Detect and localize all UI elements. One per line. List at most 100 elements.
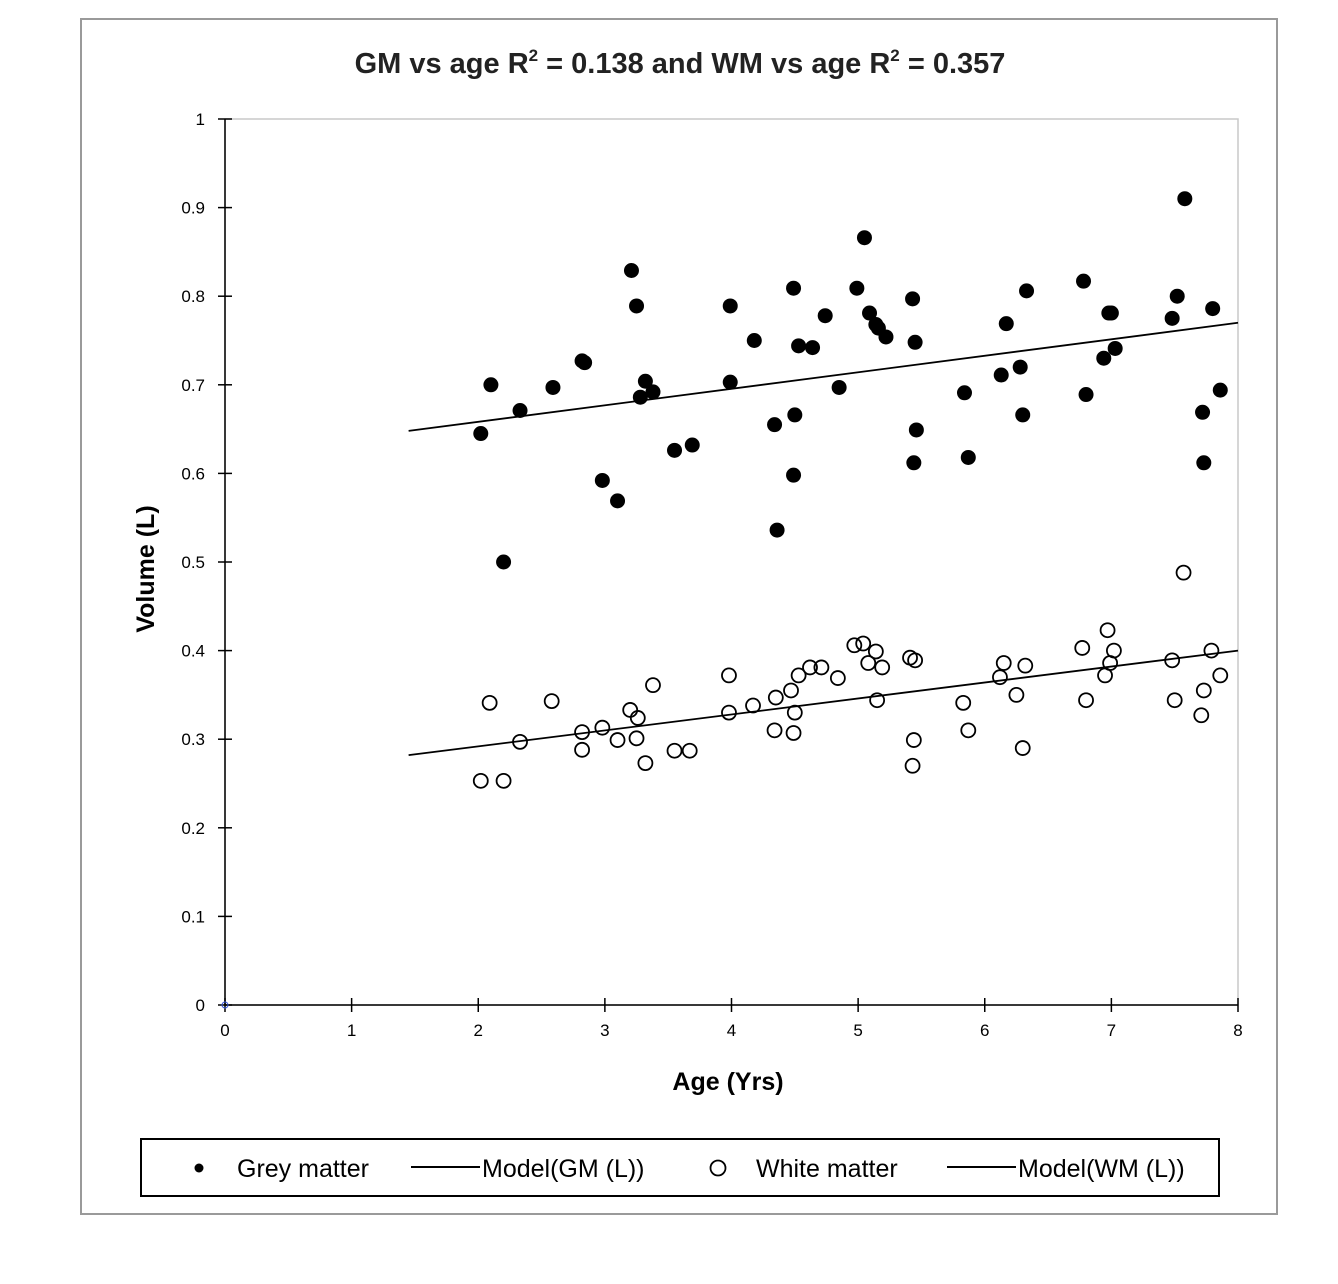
grey-matter-point bbox=[856, 230, 872, 246]
x-tick-label: 7 bbox=[1107, 1021, 1116, 1040]
grey-matter-point bbox=[817, 308, 833, 324]
grey-matter-point bbox=[684, 437, 700, 453]
white-matter-point bbox=[1193, 707, 1210, 724]
white-matter-point bbox=[767, 689, 784, 706]
white-matter-point bbox=[1017, 657, 1034, 674]
grey-matter-point bbox=[1196, 455, 1212, 471]
white-matter-point bbox=[869, 692, 886, 709]
y-tick-label: 0.3 bbox=[181, 730, 205, 749]
grey-matter-point bbox=[545, 379, 561, 395]
white-matter-point bbox=[995, 655, 1012, 671]
grey-matter-point bbox=[906, 455, 922, 471]
white-matter-point bbox=[721, 667, 737, 684]
white-matter-point bbox=[785, 725, 802, 741]
white-matter-point bbox=[1106, 642, 1122, 659]
grey-matter-point bbox=[878, 329, 894, 345]
grey-matter-point bbox=[610, 493, 626, 509]
grey-matter-point bbox=[1107, 340, 1123, 356]
white-matter-point bbox=[905, 732, 922, 748]
y-tick-label: 1 bbox=[196, 110, 205, 129]
grey-matter-point bbox=[637, 373, 653, 389]
white-matter-point bbox=[721, 704, 737, 721]
white-matter-point bbox=[609, 732, 626, 748]
grey-matter-point bbox=[960, 449, 976, 465]
grey-matter-point bbox=[1195, 404, 1211, 420]
series-layer bbox=[408, 191, 1239, 789]
white-matter-point bbox=[472, 772, 489, 789]
white-matter-point bbox=[1099, 622, 1116, 639]
white-matter-point bbox=[846, 637, 863, 654]
white-matter-point bbox=[790, 667, 807, 684]
grey-matter-point bbox=[993, 367, 1009, 383]
y-tick-label: 0.5 bbox=[181, 553, 205, 572]
grey-matter-point bbox=[862, 305, 878, 321]
white-matter-point bbox=[666, 742, 683, 759]
white-matter-point bbox=[907, 652, 924, 669]
x-tick-label: 0 bbox=[220, 1021, 229, 1040]
grey-matter-point bbox=[1164, 310, 1180, 326]
y-tick-label: 0.9 bbox=[181, 199, 205, 218]
grey-matter-point bbox=[496, 554, 512, 570]
x-tick-label: 3 bbox=[600, 1021, 609, 1040]
grey-matter-point bbox=[1177, 191, 1193, 207]
grey-matter-point bbox=[831, 379, 847, 395]
grey-matter-point bbox=[786, 280, 802, 296]
legend-grey-matter-marker bbox=[194, 1163, 204, 1173]
grey-matter-point bbox=[512, 402, 528, 418]
white-matter-point bbox=[1175, 564, 1192, 581]
grey-matter-point bbox=[1019, 283, 1035, 299]
white-matter-point bbox=[1195, 682, 1212, 699]
legend-white-matter-label: White matter bbox=[756, 1155, 898, 1183]
grey-matter-point bbox=[1012, 359, 1028, 375]
white-matter-point bbox=[645, 677, 661, 694]
grey-matter-point bbox=[629, 298, 645, 314]
x-tick-label: 5 bbox=[853, 1021, 862, 1040]
white-matter-point bbox=[786, 704, 803, 721]
white-matter-point bbox=[574, 741, 590, 758]
y-axis-label: Volume (L) bbox=[132, 505, 160, 632]
y-tick-label: 0 bbox=[196, 996, 205, 1015]
white-matter-point bbox=[745, 697, 761, 714]
grey-matter-point bbox=[473, 426, 489, 442]
grey-matter-point bbox=[645, 384, 661, 400]
grey-matter-point bbox=[577, 355, 593, 371]
white-matter-point bbox=[1008, 687, 1025, 703]
grey-matter-point bbox=[998, 316, 1014, 332]
y-tick-label: 0.8 bbox=[181, 287, 205, 306]
grey-matter-point bbox=[1096, 350, 1112, 366]
grey-matter-point bbox=[1169, 288, 1185, 304]
grey-matter-point bbox=[623, 263, 639, 279]
grey-matter-point bbox=[1212, 382, 1228, 398]
x-axis-label: Age (Yrs) bbox=[672, 1068, 783, 1096]
white-matter-point bbox=[904, 757, 921, 774]
legend-box bbox=[140, 1138, 1220, 1197]
white-matter-point bbox=[802, 659, 818, 676]
white-matter-point bbox=[874, 659, 891, 676]
x-tick-label: 4 bbox=[727, 1021, 736, 1040]
axes: 0 1 2 3 4 5 6 7 8 0 0.1 0.2 0.3 0.4 0.5 0.6 0.7 0.8 0.9 1 bbox=[181, 110, 1242, 1040]
white-matter-point bbox=[867, 643, 884, 660]
grey-matter-point bbox=[632, 389, 648, 405]
grey-matter-point bbox=[746, 333, 762, 348]
origin-marker bbox=[221, 1001, 229, 1009]
white-matter-point bbox=[629, 710, 646, 726]
white-matter-point bbox=[1203, 642, 1220, 659]
grey-matter-point bbox=[767, 417, 783, 433]
white-matter-point bbox=[855, 635, 872, 652]
grey-matter-point bbox=[1078, 387, 1094, 403]
grey-matter-point bbox=[905, 291, 921, 307]
y-tick-label: 0.4 bbox=[181, 642, 205, 661]
grey-matter-point bbox=[594, 472, 610, 488]
scatter-chart: GM vs age R2 = 0.138 and WM vs age R2 = … bbox=[132, 46, 1243, 1197]
white-matter-point bbox=[813, 659, 830, 676]
x-tick-label: 6 bbox=[980, 1021, 989, 1040]
grey-matter-point bbox=[787, 407, 803, 423]
legend-gm-model-label: Model(GM (L)) bbox=[482, 1155, 645, 1183]
legend-white-matter-marker bbox=[709, 1159, 727, 1177]
chart-title: GM vs age R2 = 0.138 and WM vs age R2 = … bbox=[355, 46, 1006, 80]
grey-matter-point bbox=[907, 334, 923, 350]
chart-frame: GM vs age R2 = 0.138 and WM vs age R2 = … bbox=[80, 18, 1278, 1215]
white-matter-point bbox=[637, 755, 654, 772]
white-matter-point bbox=[495, 772, 512, 789]
white-matter-point bbox=[1166, 692, 1183, 709]
